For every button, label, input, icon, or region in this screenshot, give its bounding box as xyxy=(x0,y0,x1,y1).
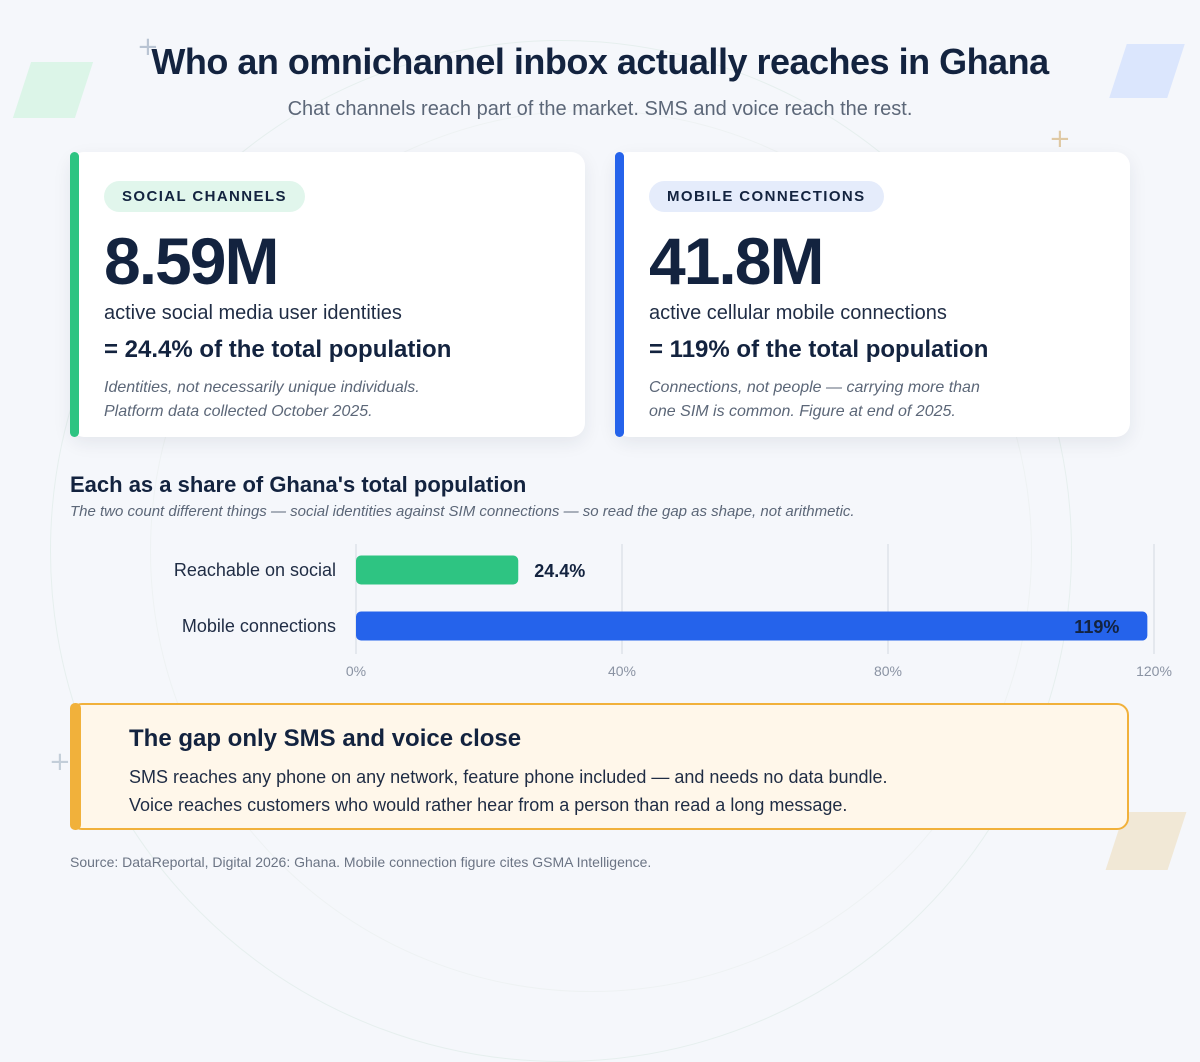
source-note: Source: DataReportal, Digital 2026: Ghan… xyxy=(70,854,652,870)
card-accent-bar xyxy=(615,152,624,437)
card-tag: MOBILE CONNECTIONS xyxy=(649,181,884,212)
bar-value-label: 119% xyxy=(1074,617,1119,637)
chart-title: Each as a share of Ghana's total populat… xyxy=(70,472,527,497)
card-footnote: Identities, not necessarily unique indiv… xyxy=(104,376,524,424)
card-population-share: = 24.4% of the total population xyxy=(104,336,452,363)
x-tick-label: 0% xyxy=(346,663,366,679)
card-metric-value: 8.59M xyxy=(104,224,279,298)
plus-icon: + xyxy=(1049,124,1071,154)
callout-title: The gap only SMS and voice close xyxy=(129,725,522,752)
callout-text: SMS reaches any phone on any network, fe… xyxy=(129,767,888,787)
mobile-connections-card: MOBILE CONNECTIONS 41.8M active cellular… xyxy=(615,152,1130,437)
callout-text: Voice reaches customers who would rather… xyxy=(129,795,848,815)
callout-box: The gap only SMS and voice close SMS rea… xyxy=(70,703,1129,830)
bar-value-label: 24.4% xyxy=(534,561,585,581)
card-description: active cellular mobile connections xyxy=(649,302,947,324)
plus-icon: + xyxy=(49,747,71,777)
callout-accent-bar xyxy=(70,703,81,830)
card-footnote-line: Identities, not necessarily unique indiv… xyxy=(104,379,420,396)
plus-icon: + xyxy=(137,32,159,62)
card-footnote: Connections, not people — carrying more … xyxy=(649,376,1069,424)
x-tick-label: 120% xyxy=(1136,663,1172,679)
card-accent-bar xyxy=(70,152,79,437)
category-label: Mobile connections xyxy=(182,616,336,636)
bar xyxy=(356,611,1148,641)
x-tick-label: 40% xyxy=(608,663,636,679)
page-subtitle: Chat channels reach part of the market. … xyxy=(287,98,913,120)
social-channels-card: SOCIAL CHANNELS 8.59M active social medi… xyxy=(70,152,585,437)
category-label: Reachable on social xyxy=(174,560,336,580)
card-population-share: = 119% of the total population xyxy=(649,336,989,363)
bar xyxy=(356,555,519,585)
card-metric-value: 41.8M xyxy=(649,224,824,298)
card-footnote-line: Platform data collected October 2025. xyxy=(104,403,373,420)
card-footnote-line: one SIM is common. Figure at end of 2025… xyxy=(649,403,956,420)
population-share-bar-chart: 0% 40% 80% 120% Reachable on social 24.4% Mobi… xyxy=(174,544,1172,679)
chart-subtitle: The two count different things — social … xyxy=(70,503,855,520)
card-tag: SOCIAL CHANNELS xyxy=(104,181,305,212)
card-description: active social media user identities xyxy=(104,302,402,324)
page-title: Who an omnichannel inbox actually reache… xyxy=(151,41,1049,82)
card-footnote-line: Connections, not people — carrying more … xyxy=(649,379,980,396)
x-tick-label: 80% xyxy=(874,663,902,679)
